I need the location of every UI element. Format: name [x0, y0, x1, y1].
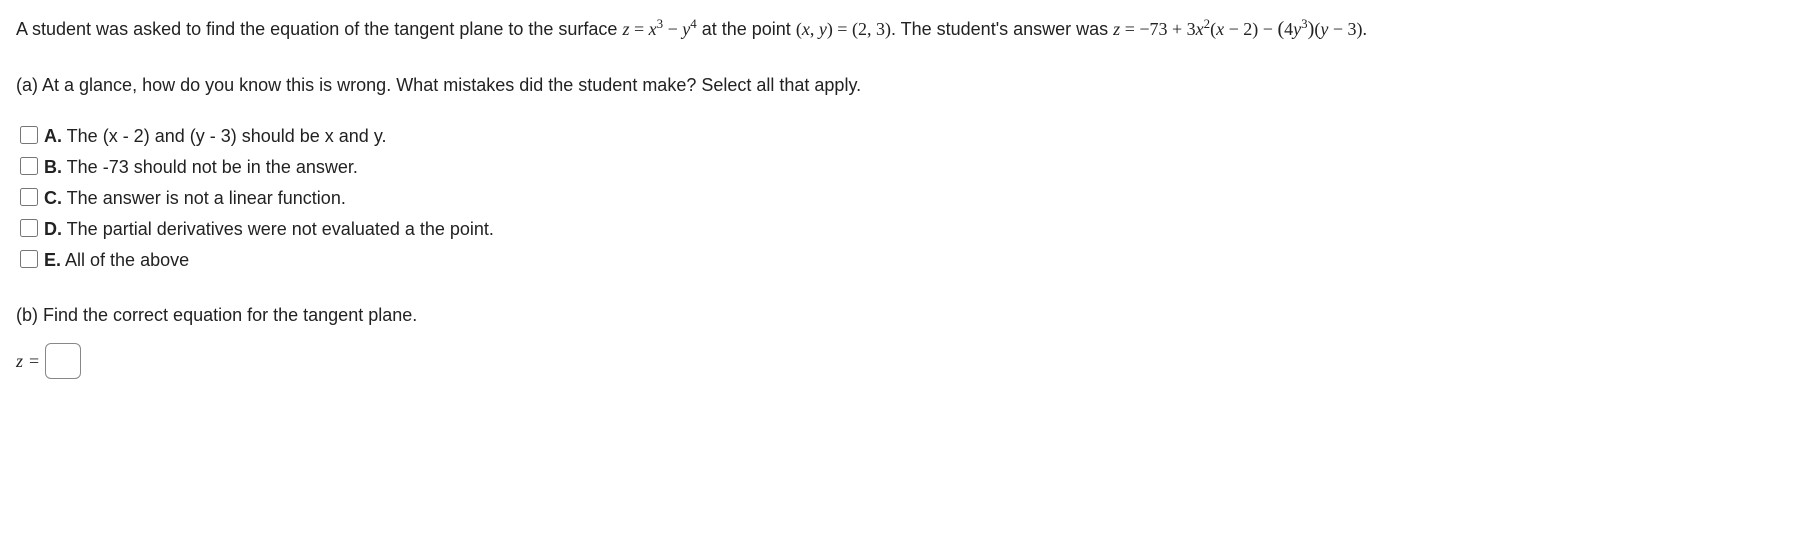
- answer-row: z =: [16, 343, 1800, 379]
- option-row-e: E. All of the above: [16, 247, 1800, 274]
- option-d-text: The partial derivatives were not evaluat…: [62, 219, 494, 239]
- option-d-checkbox[interactable]: [20, 219, 38, 237]
- intro-mid: at the point: [697, 19, 796, 39]
- option-e-checkbox[interactable]: [20, 250, 38, 268]
- part-a-question: (a) At a glance, how do you know this is…: [16, 72, 1800, 99]
- option-b-letter: B.: [44, 157, 62, 177]
- intro-pre: A student was asked to find the equation…: [16, 19, 622, 39]
- option-e-text: All of the above: [61, 250, 189, 270]
- surface-equation: z = x3 − y4: [622, 19, 696, 39]
- option-row-c: C. The answer is not a linear function.: [16, 185, 1800, 212]
- option-b-text: The -73 should not be in the answer.: [62, 157, 358, 177]
- answer-variable: z: [16, 348, 23, 375]
- student-answer: z = −73 + 3x2(x − 2) − (4y3)(y − 3).: [1113, 19, 1367, 39]
- option-c-checkbox[interactable]: [20, 188, 38, 206]
- option-a-text: The (x - 2) and (y - 3) should be x and …: [62, 126, 386, 146]
- answer-input[interactable]: [45, 343, 81, 379]
- intro-post: . The student's answer was: [891, 19, 1113, 39]
- part-b-question: (b) Find the correct equation for the ta…: [16, 302, 1800, 329]
- option-a-checkbox[interactable]: [20, 126, 38, 144]
- point: (x, y) = (2, 3): [796, 19, 891, 39]
- option-c-label: C. The answer is not a linear function.: [44, 185, 346, 212]
- option-d-letter: D.: [44, 219, 62, 239]
- option-d-label: D. The partial derivatives were not eval…: [44, 216, 494, 243]
- equals-sign: =: [29, 348, 39, 375]
- option-e-letter: E.: [44, 250, 61, 270]
- option-a-letter: A.: [44, 126, 62, 146]
- problem-statement: A student was asked to find the equation…: [16, 14, 1800, 44]
- option-c-letter: C.: [44, 188, 62, 208]
- option-row-d: D. The partial derivatives were not eval…: [16, 216, 1800, 243]
- option-a-label: A. The (x - 2) and (y - 3) should be x a…: [44, 123, 386, 150]
- option-b-checkbox[interactable]: [20, 157, 38, 175]
- options-list: A. The (x - 2) and (y - 3) should be x a…: [16, 123, 1800, 274]
- option-b-label: B. The -73 should not be in the answer.: [44, 154, 358, 181]
- option-row-a: A. The (x - 2) and (y - 3) should be x a…: [16, 123, 1800, 150]
- option-e-label: E. All of the above: [44, 247, 189, 274]
- option-c-text: The answer is not a linear function.: [62, 188, 346, 208]
- option-row-b: B. The -73 should not be in the answer.: [16, 154, 1800, 181]
